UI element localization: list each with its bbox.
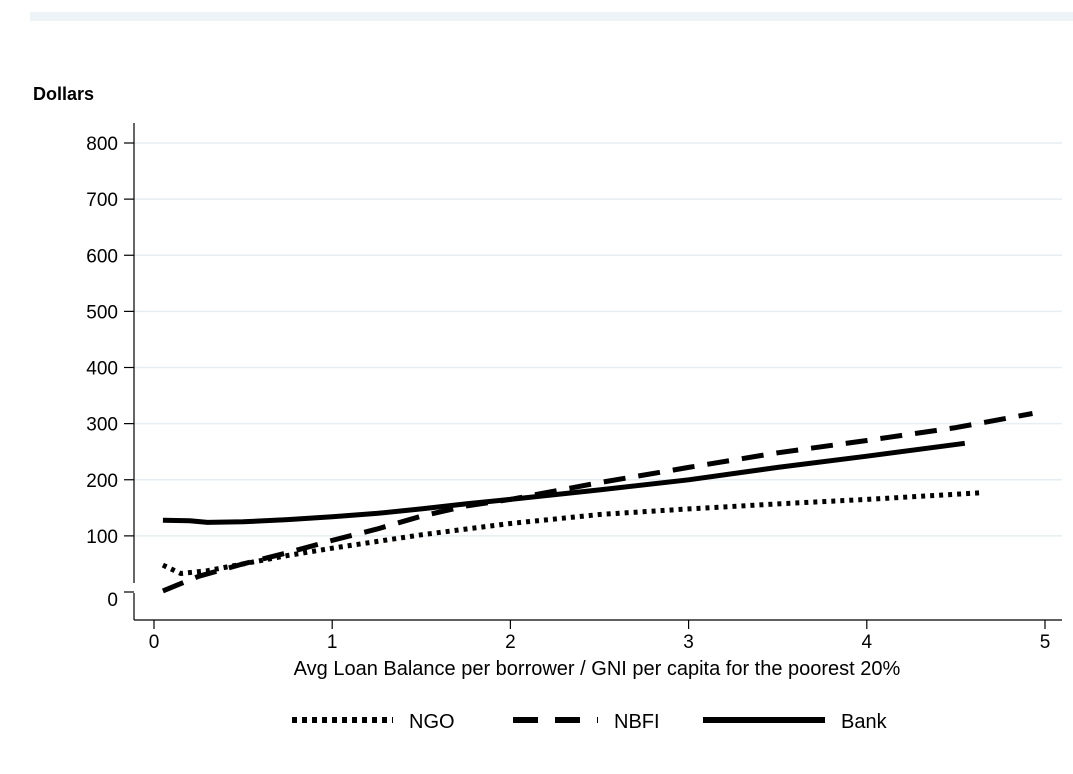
series-line-bank [162, 440, 966, 525]
legend-label-nbfi: NBFI [614, 711, 660, 733]
axes [133, 123, 1062, 621]
y-tick-label: 600 [86, 246, 118, 267]
y-tick-label: 100 [86, 527, 118, 548]
x-tick-label: 2 [505, 632, 516, 653]
y-tick-label: 200 [86, 471, 118, 492]
y-tick-label: 800 [86, 134, 118, 155]
y-tick-label: 500 [86, 302, 118, 323]
x-tick-label: 4 [862, 632, 873, 653]
x-tick-label: 0 [149, 632, 160, 653]
x-tick-label: 1 [327, 632, 338, 653]
y-tick-label: 300 [86, 415, 118, 436]
x-axis-label: Avg Loan Balance per borrower / GNI per … [294, 658, 901, 680]
x-tick-labels: 0 1 2 3 4 5 [149, 620, 1051, 653]
top-band [30, 12, 1073, 21]
y-tick-label: 400 [86, 359, 118, 380]
y-tick-label: 700 [86, 190, 118, 211]
gridlines [134, 142, 1062, 537]
legend-label-ngo: NGO [409, 711, 455, 733]
y-axis-label: Dollars [33, 84, 94, 104]
x-tick-label: 5 [1040, 632, 1051, 653]
legend: NGO NBFI Bank [292, 711, 888, 733]
series-line-nbfi [161, 411, 1033, 594]
series-lines [161, 411, 1033, 594]
x-tick-label: 3 [683, 632, 694, 653]
series-line-ngo [161, 490, 983, 576]
legend-label-bank: Bank [841, 711, 888, 733]
y-tick-labels: 0 100 200 300 400 500 600 700 800 [86, 134, 134, 611]
y-tick-label: 0 [107, 590, 118, 611]
